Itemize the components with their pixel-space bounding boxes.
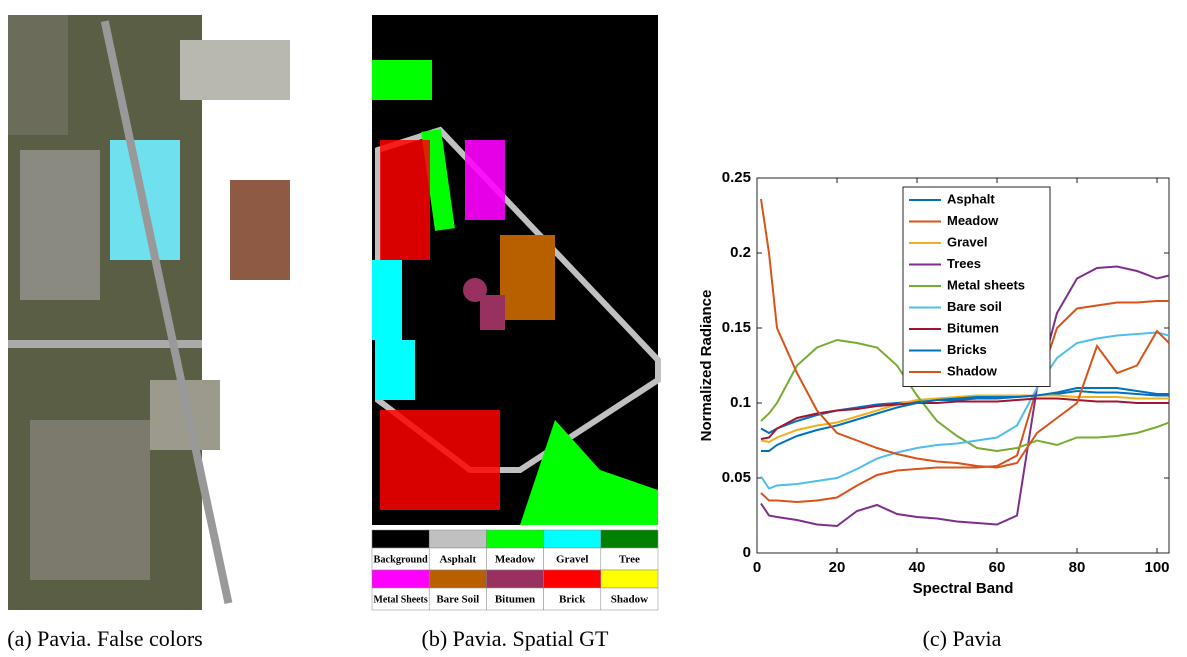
y-tick-label: 0 xyxy=(743,544,751,561)
caption-c: (c) Pavia xyxy=(923,626,1002,651)
y-tick-label: 0.2 xyxy=(730,244,751,261)
y-tick-label: 0.15 xyxy=(722,319,751,336)
legend-label: Meadow xyxy=(947,213,999,228)
legend-cell xyxy=(600,587,659,611)
legend-swatch xyxy=(428,569,487,589)
legend-swatch xyxy=(600,569,659,589)
legend-label: Bricks xyxy=(947,342,987,357)
legend-label: Bitumen xyxy=(495,594,535,606)
legend-label: Tree xyxy=(619,554,640,566)
y-axis-label: Normalized Radiance xyxy=(698,290,715,442)
legend-label: Brick xyxy=(559,594,586,606)
legend-label: Bare soil xyxy=(947,299,1002,314)
y-tick-label: 0.25 xyxy=(722,169,751,186)
legend-label: Shadow xyxy=(947,363,998,378)
series-line xyxy=(760,394,1169,444)
legend-swatch xyxy=(600,529,659,549)
series-line xyxy=(760,198,1170,469)
legend-label: Metal Sheets xyxy=(374,594,429,606)
legend-swatch xyxy=(543,569,602,589)
legend-swatch xyxy=(486,569,544,589)
series-line xyxy=(761,387,1169,452)
legend-label: Shadow xyxy=(611,594,648,606)
legend-swatch xyxy=(543,529,602,549)
legend-label: Bitumen xyxy=(947,320,999,335)
legend-label: Gravel xyxy=(556,554,588,566)
legend-label: Meadow xyxy=(495,554,535,566)
caption-a: (a) Pavia. False colors xyxy=(7,626,203,651)
series-line xyxy=(760,265,1170,528)
x-tick-label: 40 xyxy=(909,559,926,576)
legend-label: Bare Soil xyxy=(436,594,479,606)
x-tick-label: 100 xyxy=(1144,559,1169,576)
legend-label: Gravel xyxy=(947,234,987,249)
legend-label: Asphalt xyxy=(439,554,476,566)
x-tick-label: 0 xyxy=(753,559,761,576)
gt-legend: Background Asphalt Meadow Gravel Tree Metal S… xyxy=(371,529,659,611)
legend-swatch xyxy=(428,529,487,549)
x-axis-label: Spectral Band xyxy=(913,580,1014,597)
y-tick-label: 0.05 xyxy=(722,469,751,486)
x-tick-label: 80 xyxy=(1069,559,1086,576)
series-line xyxy=(760,397,1169,440)
legend-swatch xyxy=(486,529,544,549)
series-line xyxy=(760,389,1169,435)
legend-label: Metal sheets xyxy=(947,277,1025,292)
legend-label: Background xyxy=(374,554,428,566)
caption-b: (b) Pavia. Spatial GT xyxy=(422,626,610,651)
y-tick-label: 0.1 xyxy=(730,394,751,411)
legend-label: Trees xyxy=(947,256,981,271)
legend-label: Asphalt xyxy=(947,191,995,206)
x-tick-label: 60 xyxy=(989,559,1006,576)
legend-swatch xyxy=(371,569,430,589)
series-line xyxy=(760,338,1170,453)
series-line xyxy=(760,331,1170,490)
false-color-image xyxy=(8,15,290,610)
legend-swatch xyxy=(371,529,430,549)
line-chart: 0 0.05 0.1 0.15 0.2 0.25 0 20 40 60 80 100 Spectral … xyxy=(698,169,1170,597)
ground-truth-map xyxy=(372,15,661,525)
series-line xyxy=(760,300,1169,504)
x-tick-label: 20 xyxy=(829,559,846,576)
